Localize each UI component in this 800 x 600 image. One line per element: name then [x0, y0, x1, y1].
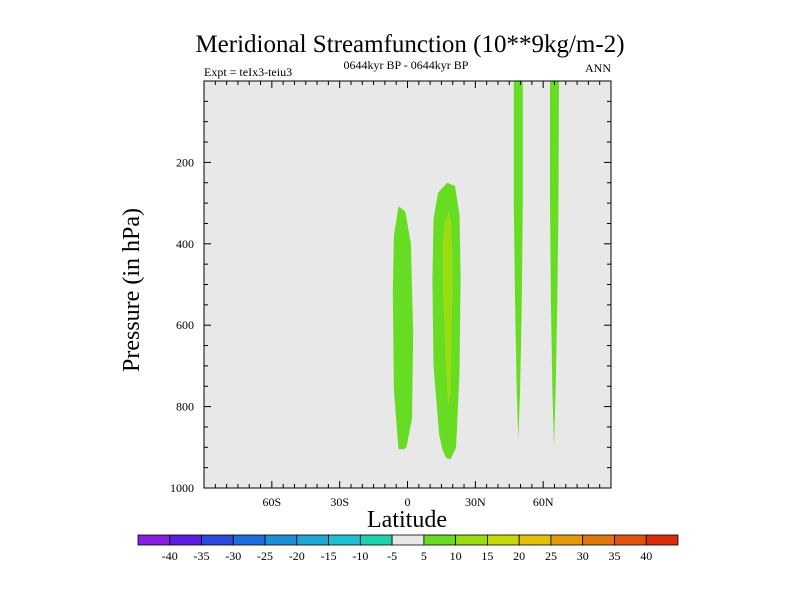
y-tick-label: 200	[176, 155, 194, 169]
x-axis-label: Latitude	[367, 507, 447, 533]
colorbar-label: -20	[289, 549, 305, 563]
chart-subtitle: 0644kyr BP - 0644kyr BP	[344, 58, 469, 72]
colorbar-label: 40	[640, 549, 652, 563]
season-note: ANN	[585, 61, 611, 75]
experiment-note: Expt = teIx3-teiu3	[204, 65, 292, 79]
region-subpolar-band-1-5-10	[513, 81, 523, 440]
colorbar-label: -30	[225, 549, 241, 563]
y-axis: 200 400 600 800 1000	[170, 100, 611, 495]
colorbar-label: -10	[352, 549, 368, 563]
contour-regions	[392, 81, 559, 460]
colorbar-swatch	[296, 534, 329, 546]
region-equatorial-cell-5-10	[392, 206, 414, 450]
colorbar-swatch	[645, 534, 679, 546]
x-tick-label: 60S	[262, 495, 281, 509]
colorbar-swatch	[232, 534, 266, 546]
colorbar-swatch	[137, 534, 171, 546]
colorbar-swatch	[169, 534, 202, 546]
colorbar-label: 25	[545, 549, 557, 563]
colorbar-label: 35	[608, 549, 620, 563]
x-tick-label: 30S	[330, 495, 349, 509]
colorbar-label: -25	[257, 549, 273, 563]
colorbar-swatch	[264, 534, 298, 546]
colorbar-swatch	[518, 534, 552, 546]
colorbar-swatch	[550, 534, 584, 546]
x-tick-label: 0	[405, 495, 411, 509]
colorbar-label: 20	[513, 549, 525, 563]
region-tropical-cell-10-15	[442, 211, 453, 407]
y-axis-label: Pressure (in hPa)	[119, 208, 145, 372]
chart-title: Meridional Streamfunction (10**9kg/m-2)	[195, 31, 624, 58]
colorbar-label: -15	[321, 549, 337, 563]
colorbar: -40 -35 -30 -25 -20 -15 -10 -5 5 10 15 20 25 30 35 40	[137, 534, 679, 563]
x-tick-label: 30N	[465, 495, 486, 509]
region-subpolar-band-2-5-10	[550, 81, 559, 448]
y-tick-label: 600	[176, 318, 194, 332]
colorbar-label: -5	[387, 549, 397, 563]
colorbar-label: -40	[162, 549, 178, 563]
colorbar-label: 5	[421, 549, 427, 563]
x-axis: 60S 30S 0 30N 60N	[214, 81, 601, 509]
colorbar-swatch	[391, 534, 425, 546]
colorbar-swatch	[614, 534, 647, 546]
colorbar-swatch	[328, 534, 361, 546]
colorbar-swatch	[359, 534, 393, 546]
colorbar-label: 15	[481, 549, 493, 563]
y-tick-label: 1000	[170, 481, 194, 495]
colorbar-label: 30	[577, 549, 589, 563]
colorbar-swatch	[201, 534, 234, 546]
colorbar-swatch	[487, 534, 520, 546]
colorbar-swatch	[423, 534, 457, 546]
y-tick-label: 400	[176, 237, 194, 251]
colorbar-label: -35	[194, 549, 210, 563]
x-tick-label: 60N	[533, 495, 554, 509]
colorbar-swatch	[582, 534, 615, 546]
colorbar-swatch	[455, 534, 488, 546]
y-tick-label: 800	[176, 400, 194, 414]
colorbar-label: 10	[450, 549, 462, 563]
